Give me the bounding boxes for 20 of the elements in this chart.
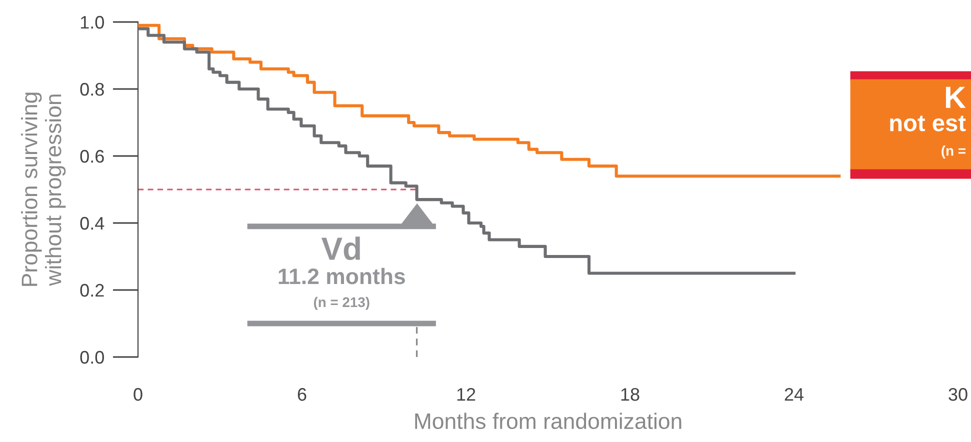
x-tick-label: 24 [784, 388, 804, 401]
x-axis-title: Months from randomization [415, 412, 682, 430]
annotation: 11.2 months [278, 268, 405, 284]
x-tick-label: 12 [457, 388, 476, 401]
y-tick-label: 0.0 [80, 350, 104, 364]
y-tick-label: 0.8 [80, 82, 104, 96]
x-tick-label: 6 [298, 388, 306, 401]
annotation: (n = 213) [314, 296, 370, 310]
y-tick-label: 1.0 [80, 16, 104, 29]
x-tick-label: 30 [948, 388, 968, 401]
x-tick-label: 0 [134, 388, 142, 401]
y-tick-label: 0.6 [80, 150, 104, 163]
text: K [946, 86, 966, 108]
y-tick-label: 0.2 [80, 284, 104, 297]
x-tick-label: 18 [621, 388, 640, 401]
y-tick-label: 0.4 [80, 216, 104, 230]
y-axis-title: Proportion surviving without progression [21, 92, 66, 286]
series-label: Vd [321, 236, 360, 260]
annotation: (n = [942, 146, 966, 158]
annotation: not est [890, 116, 966, 132]
